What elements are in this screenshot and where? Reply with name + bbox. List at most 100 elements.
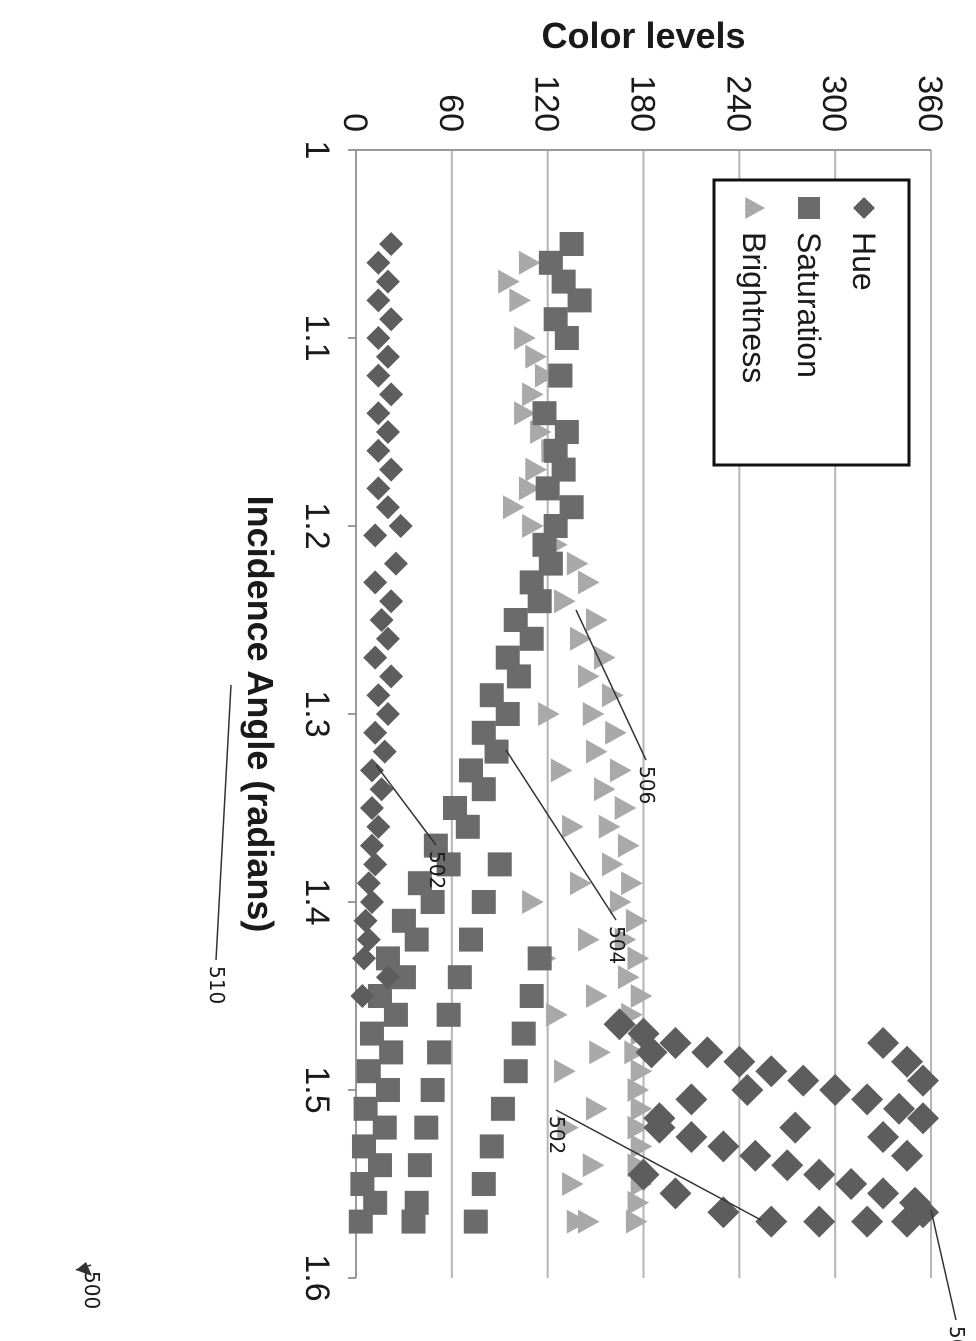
y-tick-label: 0 [336,113,374,132]
square-point [379,1040,404,1065]
square-point [459,758,483,783]
triangle-point [630,984,653,1008]
square-point [554,326,579,350]
square-point [420,1078,445,1102]
x-tick-label: 1.1 [298,314,336,361]
square-point [407,1153,432,1178]
triangle-point [593,645,616,670]
square-point [551,269,576,294]
rotated-chart: 0 60 120 180 240 300 360 1 1.1 1.2 1.3 1.4 1.5 1.6 In… [75,15,969,1341]
diamond-point [379,664,404,689]
leader-line-saturation [505,749,617,921]
triangle-point [585,1096,608,1121]
square-point [436,852,461,877]
diamond-point [366,476,391,501]
x-axis-label: Incidence Angle (radians) [240,496,281,933]
triangle-point [509,288,531,313]
square-point [532,532,557,557]
diamond-point [363,645,388,670]
series-saturation [348,232,592,1234]
diamond-point [350,984,375,1008]
reference-numeral-y-axis: 508 [945,1326,969,1341]
triangle-point [627,946,650,971]
triangle-point [585,608,608,632]
square-point [479,683,504,708]
square-point [503,1059,528,1084]
diamond-point [375,702,400,726]
diamond-point [375,269,400,294]
legend-box [712,178,911,467]
square-point [567,288,592,313]
triangle-point [617,965,640,990]
triangle-point [621,871,643,896]
diamond-point [359,833,384,858]
triangle-point [609,758,632,783]
diamond-point [787,1064,820,1097]
triangle-point [525,344,547,369]
square-point [535,476,560,501]
square-point [519,570,544,595]
triangle-point [502,495,525,520]
diamond-point [356,871,381,896]
triangle-point [530,420,552,444]
triangle-point [518,476,541,501]
square-point [391,965,416,990]
square-point [463,1209,488,1234]
leader-line-hue-bottom [375,764,437,846]
square-point [543,307,568,332]
diamond-point [819,1074,852,1106]
legend-square-marker [798,197,820,219]
diamond-point [372,739,397,764]
diamond-point [707,1196,740,1229]
triangle-point [605,720,627,745]
triangle-point [577,1209,600,1234]
diamond-point [867,1177,900,1210]
triangle-point [617,833,640,858]
triangle-point [514,326,536,350]
square-point [459,927,483,952]
triangle-point [514,401,536,426]
triangle-point [627,1078,650,1102]
reference-numeral-x-axis: 510 [205,966,229,1004]
triangle-point [538,702,560,726]
y-tick-label: 300 [815,75,853,132]
diamond-point [353,908,378,933]
reference-numeral-hue-bottom: 502 [425,851,449,889]
square-point [484,739,509,764]
x-tick-label: 1.5 [298,1066,336,1113]
square-point [375,1078,400,1102]
square-point [407,871,432,896]
triangle-point [625,1209,648,1234]
square-point [559,232,584,256]
series-brightness [498,250,653,1234]
diamond-point [383,551,408,576]
diamond-point [366,814,391,839]
triangle-point [601,852,624,877]
square-point [487,852,512,877]
square-point [427,1040,452,1065]
square-point [404,1190,429,1215]
square-point [363,1190,388,1215]
diamond-point [755,1205,788,1238]
diamond-point [755,1055,788,1088]
square-point [455,814,480,839]
diamond-point [375,626,400,651]
triangle-point [582,702,605,726]
diamond-point [366,401,391,426]
square-point [401,1209,426,1234]
square-point [367,1153,392,1178]
square-point [471,777,496,802]
square-point [548,363,573,388]
triangle-point [525,457,547,482]
diamond-point [359,758,384,783]
x-tick-label: 1.3 [298,690,336,737]
square-point [543,514,568,538]
leader-line-brightness [575,609,647,761]
diamond-point [363,720,388,745]
diamond-point [891,1045,924,1078]
diamond-point [388,514,413,538]
y-tick-label: 360 [911,75,949,132]
reference-numeral-brightness: 506 [635,766,659,804]
series-hue [350,232,413,1008]
